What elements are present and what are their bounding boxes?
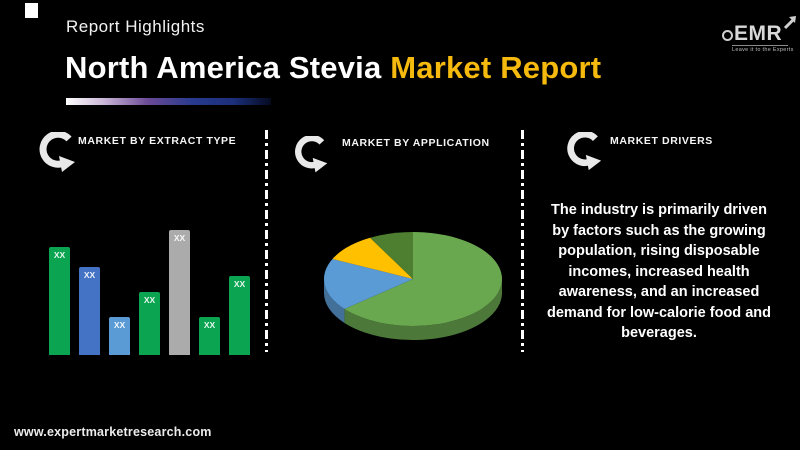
bar: XX: [49, 247, 70, 355]
curved-arrow-icon: [39, 132, 75, 172]
page-title: North America Stevia Market Report: [65, 50, 601, 86]
pie-slice: [344, 279, 502, 341]
logo-ring-icon: [722, 30, 733, 41]
corner-mark: [25, 3, 38, 18]
logo-text: EMR: [734, 22, 783, 45]
pie-chart: [323, 232, 502, 341]
bar-value-label: XX: [143, 295, 156, 305]
bar-value-label: XX: [203, 320, 216, 330]
bar: XX: [229, 276, 250, 355]
market-drivers-text: The industry is primarily driven by fact…: [547, 202, 771, 342]
emr-logo: EMR Leave it to the Experts: [722, 16, 798, 53]
title-underline: [66, 98, 271, 105]
section-heading-extract-type: MARKET BY EXTRACT TYPE: [78, 135, 237, 147]
bar: XX: [109, 317, 130, 355]
pie-slice: [370, 232, 413, 279]
dotted-separator: [521, 130, 524, 352]
title-main: North America Stevia: [65, 50, 382, 85]
website-url: www.expertmarketresearch.com: [14, 425, 212, 439]
bar-value-label: XX: [173, 233, 186, 243]
pie-slice: [323, 258, 413, 309]
bar-value-label: XX: [113, 320, 126, 330]
bar-value-label: XX: [233, 279, 246, 289]
bar-chart: XX XX XX XX XX XX XX: [49, 230, 250, 355]
report-eyebrow: Report Highlights: [66, 17, 205, 36]
pie-slice: [344, 232, 502, 326]
section-extract-type: MARKET BY EXTRACT TYPE XX XX XX XX XX XX XX: [30, 128, 265, 363]
dotted-separator: [265, 130, 268, 352]
title-accent: Market Report: [390, 50, 602, 85]
pie-slice: [332, 237, 413, 279]
pie-slice: [324, 279, 345, 323]
section-heading-application: MARKET BY APPLICATION: [342, 137, 490, 149]
curved-arrow-icon: [567, 132, 602, 171]
section-application: MARKET BY APPLICATION: [272, 128, 517, 363]
bar: XX: [169, 230, 190, 355]
section-market-drivers: MARKET DRIVERS The industry is primarily…: [528, 128, 790, 363]
bar: XX: [79, 267, 100, 355]
bar-value-label: XX: [83, 270, 96, 280]
curved-arrow-icon: [295, 136, 328, 173]
logo-tagline: Leave it to the Experts: [732, 45, 794, 53]
bar: XX: [199, 317, 220, 355]
bar-value-label: XX: [53, 250, 66, 260]
bar: XX: [139, 292, 160, 355]
section-heading-market-drivers: MARKET DRIVERS: [610, 135, 713, 147]
arrow-up-right-icon: [784, 16, 797, 30]
